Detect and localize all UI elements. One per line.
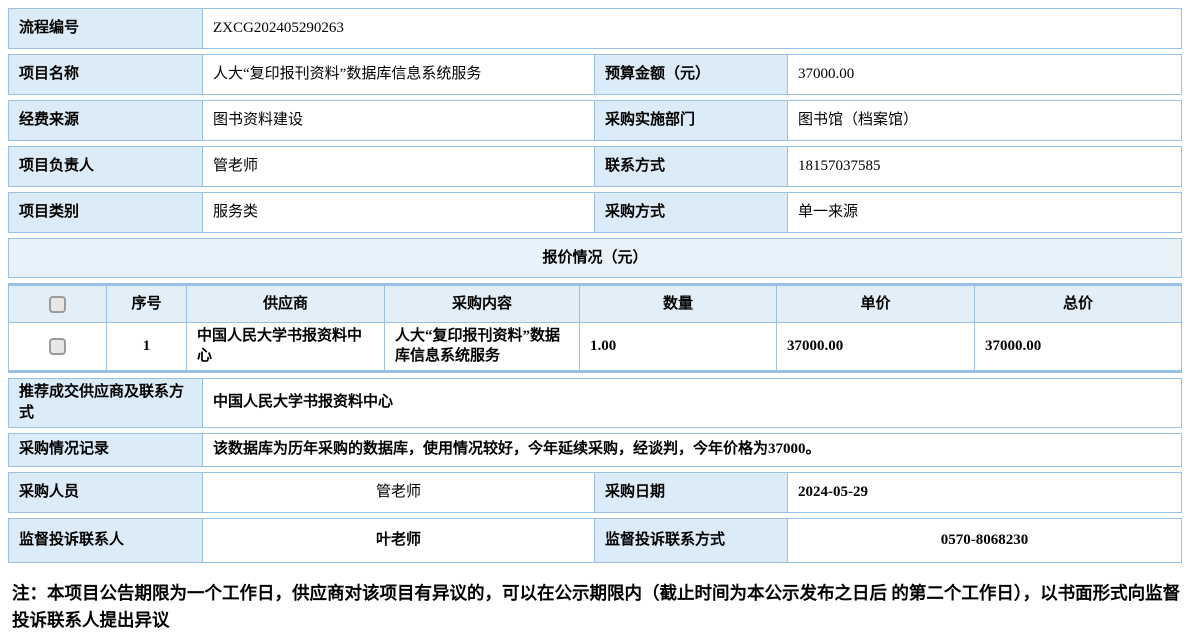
row-complaint-contacts: 监督投诉联系人 叶老师 监督投诉联系方式 0570-8068230 <box>8 517 1182 563</box>
quote-header-row: 序号 供应商 采购内容 数量 单价 总价 <box>8 283 1182 323</box>
department-label: 采购实施部门 <box>594 101 787 140</box>
quote-section-band: 报价情况（元） <box>8 238 1182 278</box>
header-qty: 数量 <box>579 286 776 322</box>
purchase-date-value: 2024-05-29 <box>787 472 1181 512</box>
project-leader-value: 管老师 <box>202 147 594 186</box>
row-purchase-record: 采购情况记录 该数据库为历年采购的数据库，使用情况较好，今年延续采购，经谈判，今… <box>8 432 1182 467</box>
row-checkbox[interactable] <box>49 337 66 355</box>
project-leader-label: 项目负责人 <box>9 147 202 186</box>
header-supplier: 供应商 <box>186 286 384 322</box>
cell-supplier: 中国人民大学书报资料中心 <box>186 323 384 370</box>
purchase-record-label: 采购情况记录 <box>9 433 202 466</box>
header-content: 采购内容 <box>384 286 579 322</box>
budget-label: 预算金额（元） <box>594 55 787 94</box>
cell-content: 人大“复印报刊资料”数据库信息系统服务 <box>384 323 579 370</box>
row-project-name-budget: 项目名称 人大“复印报刊资料”数据库信息系统服务 预算金额（元） 37000.0… <box>8 54 1182 95</box>
recommended-supplier-label: 推荐成交供应商及联系方式 <box>9 378 202 427</box>
row-fund-department: 经费来源 图书资料建设 采购实施部门 图书馆（档案馆） <box>8 100 1182 141</box>
row-buyer-date: 采购人员 管老师 采购日期 2024-05-29 <box>8 471 1182 513</box>
purchase-date-label: 采购日期 <box>594 472 787 512</box>
complaint-contact-label: 监督投诉联系人 <box>9 518 202 562</box>
project-category-label: 项目类别 <box>9 193 202 232</box>
cell-qty: 1.00 <box>579 323 776 370</box>
complaint-contact-value: 叶老师 <box>202 518 594 562</box>
quote-data-row: 1 中国人民大学书报资料中心 人大“复印报刊资料”数据库信息系统服务 1.00 … <box>8 323 1182 373</box>
select-all-checkbox[interactable] <box>49 295 66 313</box>
row-leader-contact: 项目负责人 管老师 联系方式 18157037585 <box>8 146 1182 187</box>
announcement-note: 注：本项目公告期限为一个工作日，供应商对该项目有异议的，可以在公示期限内（截止时… <box>12 582 1181 630</box>
row-process-number: 流程编号 ZXCG202405290263 <box>8 8 1182 49</box>
project-category-value: 服务类 <box>202 193 594 232</box>
complaint-phone-label: 监督投诉联系方式 <box>594 518 787 562</box>
project-name-value: 人大“复印报刊资料”数据库信息系统服务 <box>202 55 594 94</box>
buyer-label: 采购人员 <box>9 472 202 512</box>
process-number-label: 流程编号 <box>9 9 202 48</box>
process-number-value: ZXCG202405290263 <box>202 9 1181 48</box>
cell-unit-price: 37000.00 <box>776 323 974 370</box>
header-unit-price: 单价 <box>776 286 974 322</box>
contact-value: 18157037585 <box>787 147 1181 186</box>
cell-seq: 1 <box>106 323 186 370</box>
purchase-record-value: 该数据库为历年采购的数据库，使用情况较好，今年延续采购，经谈判，今年价格为370… <box>202 433 1181 466</box>
budget-value: 37000.00 <box>787 55 1181 94</box>
recommended-supplier-value: 中国人民大学书报资料中心 <box>202 378 1181 427</box>
header-total-price: 总价 <box>974 286 1181 322</box>
project-name-label: 项目名称 <box>9 55 202 94</box>
buyer-value: 管老师 <box>202 472 594 512</box>
cell-total-price: 37000.00 <box>974 323 1181 370</box>
row-category-method: 项目类别 服务类 采购方式 单一来源 <box>8 192 1182 233</box>
department-value: 图书馆（档案馆） <box>787 101 1181 140</box>
purchase-method-value: 单一来源 <box>787 193 1181 232</box>
purchase-method-label: 采购方式 <box>594 193 787 232</box>
fund-source-label: 经费来源 <box>9 101 202 140</box>
row-recommended-supplier: 推荐成交供应商及联系方式 中国人民大学书报资料中心 <box>8 377 1182 428</box>
row-select-cell <box>9 323 106 370</box>
contact-label: 联系方式 <box>594 147 787 186</box>
header-seq: 序号 <box>106 286 186 322</box>
procurement-table: 流程编号 ZXCG202405290263 项目名称 人大“复印报刊资料”数据库… <box>8 8 1182 563</box>
quote-section-title: 报价情况（元） <box>9 239 1181 277</box>
complaint-phone-value: 0570-8068230 <box>787 518 1181 562</box>
select-all-cell <box>9 286 106 322</box>
fund-source-value: 图书资料建设 <box>202 101 594 140</box>
